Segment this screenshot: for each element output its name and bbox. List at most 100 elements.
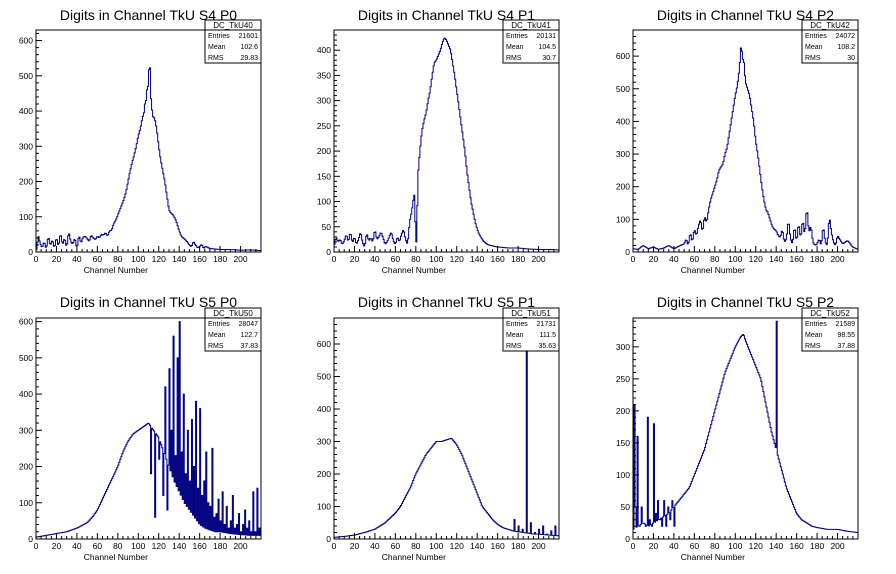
stats-box: DC_TkU42 Entries 24072 Mean 108.2 RMS 30 (801, 19, 859, 64)
stats-label: Entries (208, 33, 230, 40)
stats-box: DC_TkU41 Entries 20131 Mean 104.5 RMS 30.7 (502, 19, 560, 64)
x-tick-label: 120 (749, 541, 763, 551)
stats-label: Mean (208, 332, 226, 339)
y-tick-label: 200 (317, 146, 331, 156)
x-tick-label: 160 (491, 254, 505, 264)
y-tick-label: 300 (19, 141, 33, 151)
stats-box: DC_TkU40 Entries 21601 Mean 102.6 RMS 29.83 (204, 19, 262, 64)
stats-box-frame (801, 19, 859, 64)
histogram-panel: Digits in Channel TkU S5 P2 0 20 40 60 80 100 1… (616, 294, 859, 562)
chart-title: Digits in Channel TkU S5 P1 (358, 294, 535, 310)
x-tick-label: 140 (470, 254, 484, 264)
x-tick-label: 180 (511, 541, 525, 551)
stats-value: 30 (847, 55, 855, 62)
x-tick-label: 20 (350, 541, 360, 551)
histogram-series (632, 47, 859, 252)
y-tick-label: 200 (19, 177, 33, 187)
histogram-series (632, 320, 859, 539)
stats-label: RMS (208, 343, 224, 350)
stats-value: 102.6 (240, 44, 258, 51)
x-axis-label: Channel Number (681, 552, 745, 562)
x-tick-label: 40 (72, 541, 82, 551)
x-tick-label: 20 (52, 541, 62, 551)
y-tick-label: 0 (625, 534, 630, 544)
y-tick-label: 600 (19, 36, 33, 46)
y-tick-label: 400 (616, 116, 630, 126)
y-tick-label: 600 (317, 339, 331, 349)
stats-value: 24072 (836, 33, 856, 40)
y-tick-label: 100 (19, 212, 33, 222)
y-tick-label: 150 (317, 171, 331, 181)
x-tick-label: 180 (213, 254, 227, 264)
y-tick-label: 400 (19, 106, 33, 116)
x-tick-label: 0 (34, 541, 39, 551)
y-tick-label: 50 (322, 222, 332, 232)
x-tick-label: 0 (631, 541, 636, 551)
stats-box: DC_TkU50 Entries 28047 Mean 122.7 RMS 37.83 (204, 307, 262, 352)
x-tick-label: 60 (690, 254, 700, 264)
x-tick-label: 60 (391, 541, 401, 551)
x-axis-label: Channel Number (382, 265, 446, 275)
stats-label: RMS (805, 343, 821, 350)
x-tick-label: 40 (370, 254, 380, 264)
y-tick-label: 250 (317, 121, 331, 131)
y-tick-label: 100 (317, 502, 331, 512)
x-tick-label: 20 (52, 254, 62, 264)
stats-value: 21589 (836, 321, 856, 328)
x-tick-label: 80 (411, 254, 421, 264)
x-tick-label: 100 (728, 254, 742, 264)
stats-box-frame (502, 19, 560, 64)
x-tick-label: 120 (152, 254, 166, 264)
x-tick-label: 100 (429, 254, 443, 264)
x-tick-label: 160 (790, 541, 804, 551)
histogram-series (333, 317, 560, 539)
stats-label: RMS (506, 55, 522, 62)
x-tick-label: 180 (810, 254, 824, 264)
stats-name: DC_TkU42 (810, 21, 850, 30)
x-tick-label: 140 (172, 541, 186, 551)
y-tick-label: 250 (616, 374, 630, 384)
stats-name: DC_TkU52 (810, 309, 850, 318)
histogram-panel: Digits in Channel TkU S4 P1 0 20 40 60 80 100 1… (317, 7, 560, 275)
stats-label: Entries (805, 33, 827, 40)
x-tick-label: 0 (631, 254, 636, 264)
x-tick-label: 160 (790, 254, 804, 264)
chart-title: Digits in Channel TkU S5 P2 (657, 294, 834, 310)
x-tick-label: 80 (710, 254, 720, 264)
stats-label: Entries (506, 321, 528, 328)
x-tick-label: 140 (769, 541, 783, 551)
histogram-panel: Digits in Channel TkU S5 P1 0 20 40 60 80 100 1… (317, 294, 560, 562)
y-tick-label: 300 (317, 96, 331, 106)
stats-value: 35.63 (538, 343, 556, 350)
y-tick-label: 100 (317, 197, 331, 207)
y-tick-label: 600 (616, 51, 630, 61)
x-tick-label: 0 (332, 541, 337, 551)
x-tick-label: 40 (669, 254, 679, 264)
chart-title: Digits in Channel TkU S4 P1 (358, 7, 535, 23)
y-tick-label: 100 (19, 498, 33, 508)
stats-value: 98.55 (837, 332, 855, 339)
x-tick-label: 120 (152, 541, 166, 551)
stats-name: DC_TkU41 (511, 21, 551, 30)
chart-title: Digits in Channel TkU S5 P0 (60, 294, 237, 310)
histogram-panel: Digits in Channel TkU S4 P0 0 20 40 60 80 100 1… (19, 7, 262, 275)
x-tick-label: 60 (391, 254, 401, 264)
histogram-series (333, 37, 560, 252)
stats-label: Mean (208, 44, 226, 51)
x-tick-label: 100 (131, 541, 145, 551)
stats-box-frame (204, 307, 262, 352)
x-tick-label: 120 (749, 254, 763, 264)
stats-box: DC_TkU51 Entries 21731 Mean 111.5 RMS 35.63 (502, 307, 560, 352)
chart-title: Digits in Channel TkU S4 P2 (657, 7, 834, 23)
x-tick-label: 80 (411, 541, 421, 551)
x-tick-label: 160 (491, 541, 505, 551)
y-tick-label: 500 (317, 372, 331, 382)
y-tick-label: 300 (616, 149, 630, 159)
stats-value: 37.88 (837, 343, 855, 350)
histogram-panel: Digits in Channel TkU S5 P0 0 20 40 60 80 100 1… (19, 294, 262, 562)
stats-label: RMS (208, 55, 224, 62)
x-tick-label: 60 (93, 541, 103, 551)
y-tick-label: 300 (317, 437, 331, 447)
x-axis-label: Channel Number (382, 552, 446, 562)
y-tick-label: 200 (19, 462, 33, 472)
